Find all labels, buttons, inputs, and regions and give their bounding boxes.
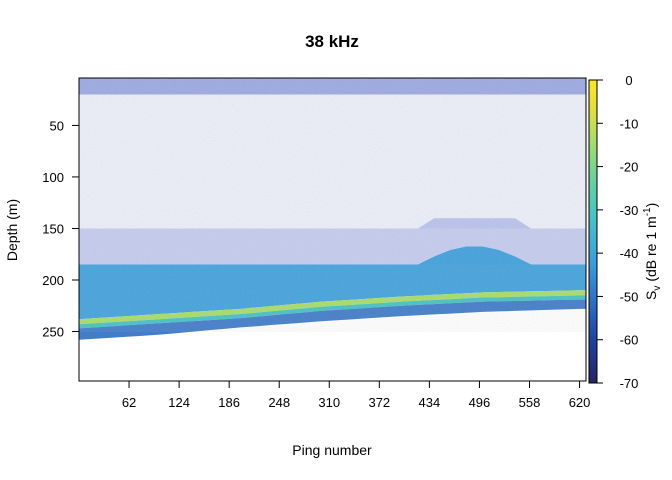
x-tick-label: 62 — [122, 395, 136, 410]
colorbar-tick-label: -30 — [620, 203, 639, 218]
colorbar-tick-label: 0 — [625, 73, 632, 88]
colorbar-label: Sv(dB re 1 m-1) — [642, 203, 663, 300]
colorbar — [588, 79, 598, 384]
y-tick-label: 250 — [42, 325, 64, 340]
y-tick-label: 100 — [42, 170, 64, 185]
x-tick-label: 124 — [168, 395, 190, 410]
chart-title: 38 kHz — [305, 32, 359, 51]
x-axis: 62 124 186 248 310 372 434 496 558 620 — [122, 381, 591, 410]
colorbar-axis: 0 -10 -20 -30 -40 -50 -60 -70 — [597, 73, 638, 391]
colorbar-tick-label: -20 — [620, 160, 639, 175]
y-tick-label: 150 — [42, 221, 64, 236]
x-tick-label: 310 — [318, 395, 340, 410]
x-tick-label: 620 — [569, 395, 591, 410]
y-axis: 50 100 150 200 250 — [42, 118, 79, 340]
echo-grain — [79, 78, 586, 332]
x-tick-label: 434 — [419, 395, 441, 410]
x-tick-label: 372 — [368, 395, 390, 410]
colorbar-tick-label: -70 — [620, 376, 639, 391]
x-tick-label: 248 — [268, 395, 290, 410]
plot-frame — [78, 77, 587, 382]
x-tick-label: 496 — [469, 395, 491, 410]
colorbar-tick-label: -10 — [620, 116, 639, 131]
y-axis-label: Depth (m) — [4, 199, 20, 261]
plot-area — [79, 78, 586, 340]
x-axis-label: Ping number — [292, 442, 372, 458]
colorbar-tick-label: -40 — [620, 246, 639, 261]
x-tick-label: 186 — [218, 395, 240, 410]
colorbar-tick-label: -50 — [620, 289, 639, 304]
y-tick-label: 200 — [42, 273, 64, 288]
colorbar-tick-label: -60 — [620, 333, 639, 348]
y-tick-label: 50 — [50, 118, 64, 133]
x-tick-label: 558 — [519, 395, 541, 410]
